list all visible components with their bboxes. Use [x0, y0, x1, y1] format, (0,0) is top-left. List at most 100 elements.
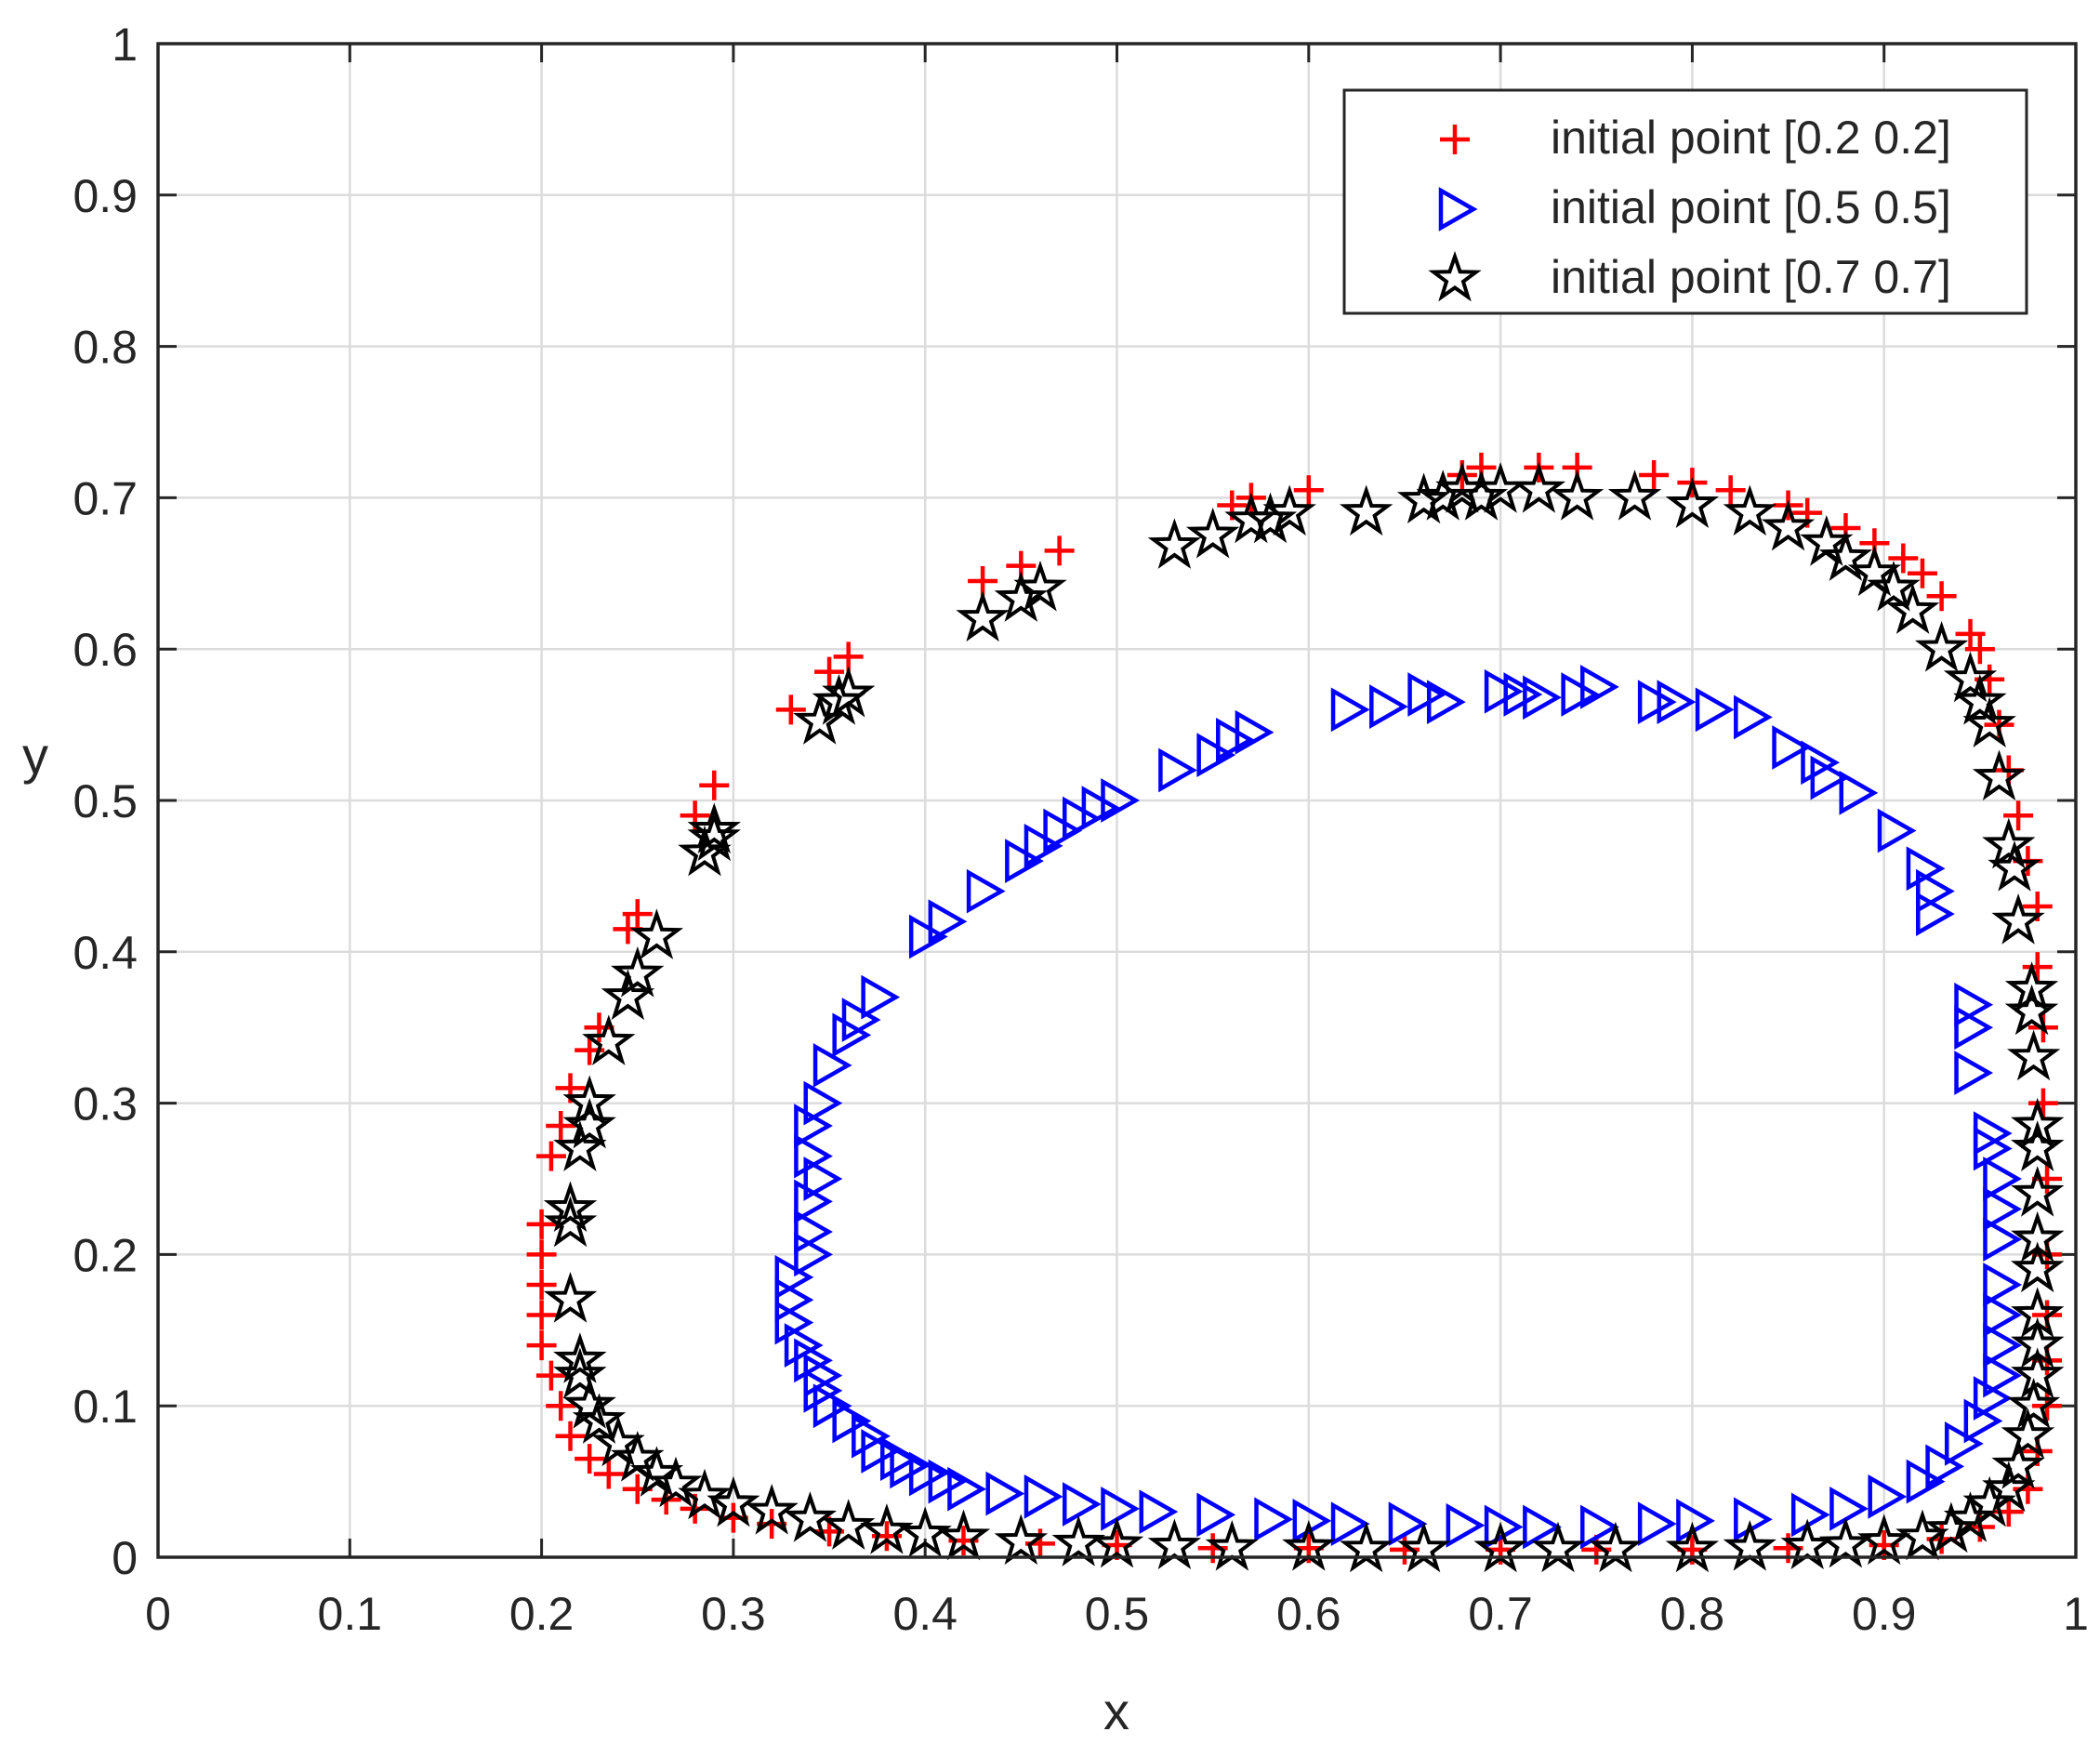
data-point: [1503, 672, 1543, 717]
data-point: [601, 969, 655, 1021]
data-point: [2004, 961, 2059, 1012]
data-point: [526, 1330, 557, 1361]
data-point: [699, 770, 730, 800]
data-point: [543, 1181, 598, 1232]
data-point: [1062, 1482, 1102, 1527]
data-point: [783, 1491, 838, 1542]
data-point: [1734, 694, 1773, 740]
data-point: [572, 1393, 627, 1444]
data-point: [774, 1277, 814, 1323]
data-point: [1983, 1323, 2023, 1368]
data-point: [1254, 1497, 1294, 1542]
data-point: [1983, 1157, 2023, 1201]
data-point: [562, 1075, 616, 1126]
y-tick-label: 0.9: [73, 170, 138, 222]
data-point: [707, 1475, 760, 1527]
x-tick-label: 1: [2063, 1588, 2089, 1640]
data-point: [1147, 1518, 1202, 1569]
data-point: [1062, 796, 1102, 841]
y-tick-label: 0.4: [73, 927, 138, 979]
data-point: [1185, 507, 1240, 559]
data-point: [1800, 515, 1854, 566]
data-point: [1196, 1492, 1236, 1538]
data-point: [553, 1347, 607, 1399]
data-point: [1954, 982, 1994, 1027]
x-tick-label: 0.8: [1660, 1588, 1725, 1640]
data-point: [1983, 1186, 2023, 1232]
data-point: [1943, 651, 1998, 703]
x-tick-label: 0.2: [509, 1588, 575, 1640]
legend-label-series-3: initial point [0.7 0.7]: [1551, 251, 1951, 303]
data-point: [543, 1271, 598, 1323]
x-tick-label: 0.7: [1468, 1588, 1533, 1640]
data-point: [1715, 475, 1746, 506]
data-point: [1906, 846, 1946, 892]
data-point: [794, 1210, 833, 1254]
data-point: [649, 1456, 703, 1508]
data-point: [1081, 786, 1121, 831]
data-point: [1396, 472, 1451, 524]
data-point: [2011, 1166, 2065, 1217]
data-point: [822, 1499, 876, 1550]
data-point: [1665, 477, 1720, 529]
data-point: [555, 1421, 586, 1451]
data-point: [2011, 1347, 2065, 1399]
data-point: [1924, 1501, 1978, 1553]
data-point: [1196, 733, 1236, 778]
data-point: [1847, 545, 1902, 597]
data-point: [562, 1097, 616, 1149]
data-point: [2004, 984, 2059, 1036]
data-point: [1101, 1487, 1141, 1531]
data-point: [1523, 1504, 1562, 1550]
y-tick-label: 0: [112, 1532, 138, 1584]
data-point: [1005, 839, 1044, 883]
data-point: [1446, 1502, 1486, 1548]
series-2-markers: [774, 665, 2023, 1550]
data-point: [1991, 893, 2045, 945]
y-tick-label: 0.1: [73, 1381, 138, 1433]
data-point: [535, 1360, 566, 1391]
data-point: [1695, 687, 1735, 733]
data-point: [1906, 1459, 1946, 1504]
data-point: [1637, 1501, 1677, 1547]
y-tick-label: 0.3: [73, 1078, 138, 1130]
data-point: [1888, 543, 1919, 574]
data-point: [1839, 770, 1879, 815]
data-point: [1972, 749, 2027, 800]
data-point: [1955, 618, 1986, 649]
data-point: [1983, 1217, 2023, 1262]
data-point: [1801, 740, 1841, 786]
data-point: [1916, 868, 1955, 914]
data-point: [1772, 725, 1812, 770]
data-point: [775, 694, 806, 725]
data-point: [1761, 499, 1816, 551]
data-point: [852, 1413, 891, 1459]
data-point: [1953, 673, 2007, 725]
data-point: [1723, 484, 1776, 536]
data-point: [1868, 1474, 1908, 1519]
data-point: [1943, 1491, 1998, 1542]
legend-marker-series-1: [1440, 125, 1470, 154]
data-point: [1818, 530, 1873, 581]
data-point: [1954, 1005, 1994, 1051]
data-point: [1637, 680, 1677, 725]
x-tick-label: 0.4: [892, 1588, 958, 1640]
data-point: [546, 1111, 576, 1142]
data-point: [803, 1368, 843, 1413]
data-point: [1330, 1501, 1370, 1547]
y-tick-label: 0.6: [73, 624, 138, 676]
data-point: [1216, 718, 1255, 762]
legend-label-series-1: initial point [0.2 0.2]: [1551, 112, 1951, 164]
data-point: [1024, 823, 1063, 868]
legend-marker-series-3: [1428, 250, 1482, 302]
data-point: [526, 1209, 557, 1239]
data-point: [1914, 621, 1969, 672]
data-point: [1962, 696, 2016, 747]
data-point: [535, 1141, 566, 1171]
data-point: [1973, 1111, 2013, 1157]
data-point: [2006, 1378, 2061, 1429]
data-point: [1224, 492, 1278, 544]
data-point: [2006, 1029, 2061, 1081]
data-point: [1293, 475, 1324, 506]
